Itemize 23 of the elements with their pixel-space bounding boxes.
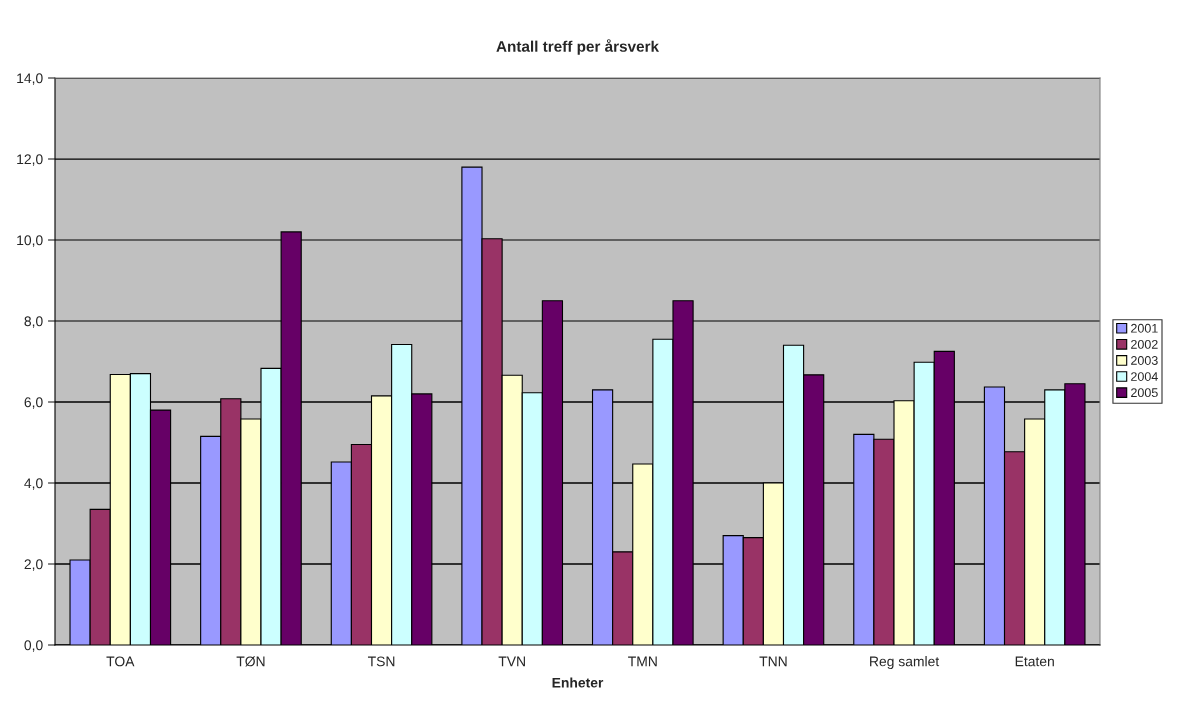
legend-label: 2004	[1131, 372, 1158, 381]
x-tick-label: TOA	[106, 656, 135, 667]
legend-label: 2003	[1131, 356, 1158, 365]
x-axis-title: Enheter	[552, 677, 604, 688]
y-tick-label: 12,0	[17, 154, 43, 166]
y-tick-label: 14,0	[17, 73, 43, 85]
y-tick-label: 8,0	[24, 316, 43, 328]
y-tick-label: 2,0	[24, 559, 43, 571]
legend-label: 2005	[1131, 388, 1158, 398]
y-tick-label: 10,0	[17, 235, 43, 247]
x-tick-label: Reg samlet	[870, 656, 940, 670]
y-tick-label: 6,0	[24, 397, 43, 409]
x-tick-label: TØN	[236, 656, 265, 667]
legend-label: 2002	[1131, 339, 1158, 349]
x-tick-label: Etaten	[1015, 656, 1054, 667]
x-tick-label: TVN	[498, 656, 525, 667]
x-tick-label: TSN	[367, 656, 395, 667]
legend-label: 2001	[1131, 323, 1158, 333]
x-tick-label: TMN	[628, 656, 657, 667]
x-tick-label: TNN	[759, 656, 787, 667]
chart-title: Antall treff per årsverk	[496, 39, 660, 55]
y-tick-label: 4,0	[24, 478, 43, 490]
y-tick-label: 0,0	[24, 640, 43, 652]
